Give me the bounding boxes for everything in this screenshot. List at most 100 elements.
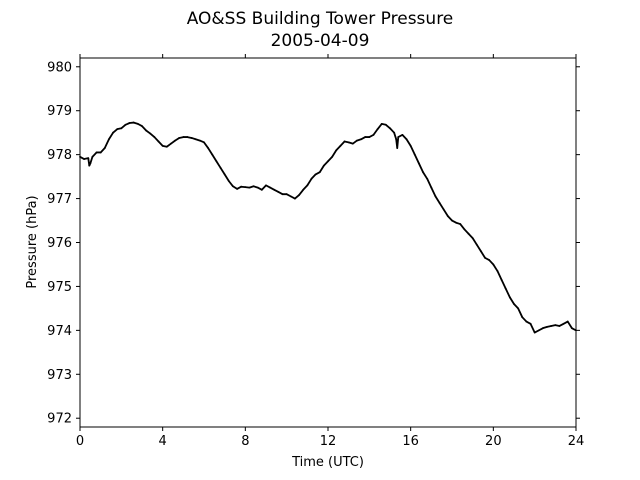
pressure-data-point	[558, 325, 561, 327]
pressure-data-point	[533, 331, 536, 334]
pressure-data-point	[459, 223, 462, 225]
pressure-data-point	[396, 147, 399, 149]
pressure-data-point	[418, 162, 420, 165]
pressure-data-point	[562, 322, 565, 325]
pressure-data-point	[484, 256, 486, 259]
x-tick-label: 24	[568, 434, 585, 449]
pressure-data-point	[153, 136, 156, 138]
pressure-data-point	[186, 136, 189, 138]
pressure-data-point	[537, 329, 540, 332]
pressure-data-point	[236, 188, 238, 190]
y-tick-label: 980	[47, 60, 72, 75]
pressure-data-point	[83, 158, 86, 160]
x-tick-label: 0	[76, 434, 84, 449]
pressure-data-point	[384, 123, 387, 126]
pressure-data-point	[566, 320, 569, 323]
pressure-data-point	[426, 177, 429, 180]
pressure-data-point	[306, 184, 309, 187]
pressure-data-point	[281, 193, 284, 196]
pressure-data-point	[141, 125, 143, 127]
pressure-data-point	[227, 180, 230, 182]
pressure-data-point	[446, 215, 449, 218]
chart-subtitle: 2005-04-09	[271, 31, 370, 51]
pressure-data-point	[89, 162, 92, 165]
pressure-data-point	[475, 243, 478, 246]
pressure-data-point	[252, 185, 255, 188]
pressure-data-point	[170, 142, 172, 145]
pressure-data-point	[480, 250, 482, 253]
pressure-data-point	[294, 197, 296, 200]
pressure-data-point	[389, 127, 391, 130]
pressure-data-point	[219, 166, 222, 169]
pressure-data-point	[87, 157, 90, 160]
pressure-data-point	[165, 145, 168, 148]
pressure-data-point	[190, 137, 193, 139]
y-axis-label: Pressure (hPa)	[25, 195, 40, 288]
pressure-data-point	[124, 123, 127, 126]
pressure-data-point	[451, 219, 453, 222]
pressure-data-point	[91, 155, 94, 158]
pressure-data-point	[372, 133, 375, 136]
pressure-data-point	[500, 278, 503, 281]
pressure-data-point	[260, 188, 263, 191]
pressure-data-point	[356, 139, 358, 142]
y-tick-label: 974	[47, 324, 72, 339]
pressure-data-point	[467, 232, 470, 235]
pressure-data-point	[360, 138, 362, 141]
pressure-data-point	[413, 153, 416, 156]
plot-frame	[79, 57, 577, 428]
pressure-data-point	[128, 122, 131, 124]
pressure-data-point	[277, 191, 280, 193]
pressure-data-point	[463, 228, 466, 231]
x-tick-label: 12	[320, 434, 337, 449]
y-tick-label: 972	[47, 412, 72, 427]
pressure-data-point	[240, 185, 243, 188]
pressure-data-point	[203, 141, 205, 144]
pressure-data-point	[112, 131, 114, 134]
pressure-data-point	[207, 147, 210, 149]
pressure-data-point	[273, 188, 276, 191]
y-tick-label: 976	[47, 236, 72, 251]
pressure-data-point	[174, 139, 176, 142]
pressure-data-point	[339, 144, 342, 147]
pressure-data-point	[542, 327, 544, 330]
pressure-data-point	[401, 133, 404, 136]
pressure-data-point	[182, 136, 185, 138]
pressure-data-point	[120, 127, 123, 130]
pressure-data-point	[145, 129, 148, 132]
plot-area	[79, 121, 577, 334]
x-tick-label: 8	[241, 434, 249, 449]
pressure-data-point	[88, 164, 91, 167]
pressure-data-point	[335, 149, 338, 152]
x-tick-label: 4	[159, 434, 167, 449]
pressure-data-point	[434, 195, 437, 198]
pressure-data-point	[310, 177, 313, 180]
pressure-data-point	[409, 144, 412, 147]
pressure-data-point	[194, 138, 197, 141]
pressure-data-point	[405, 138, 408, 141]
pressure-data-point	[256, 186, 259, 189]
pressure-data-point	[327, 160, 329, 163]
chart-title: AO&SS Building Tower Pressure	[187, 9, 454, 29]
pressure-data-point	[302, 188, 305, 191]
pressure-data-point	[244, 186, 247, 189]
pressure-data-point	[525, 320, 528, 323]
y-tick-label: 979	[47, 104, 72, 119]
pressure-data-point	[442, 208, 445, 211]
pressure-data-point	[343, 140, 346, 143]
pressure-data-point	[570, 327, 573, 330]
pressure-data-point	[198, 139, 201, 142]
pressure-data-point	[395, 138, 398, 141]
pressure-data-point	[513, 303, 515, 305]
pressure-data-point	[517, 307, 520, 310]
pressure-data-point	[351, 142, 354, 145]
pressure-data-point	[322, 164, 325, 167]
pressure-data-point	[232, 185, 234, 188]
pressure-data-point	[248, 186, 251, 189]
pressure-data-point	[397, 136, 400, 138]
pressure-data-point	[455, 221, 458, 224]
pressure-data-point	[269, 186, 272, 189]
pressure-data-point	[471, 237, 474, 240]
pressure-data-point	[95, 151, 98, 154]
